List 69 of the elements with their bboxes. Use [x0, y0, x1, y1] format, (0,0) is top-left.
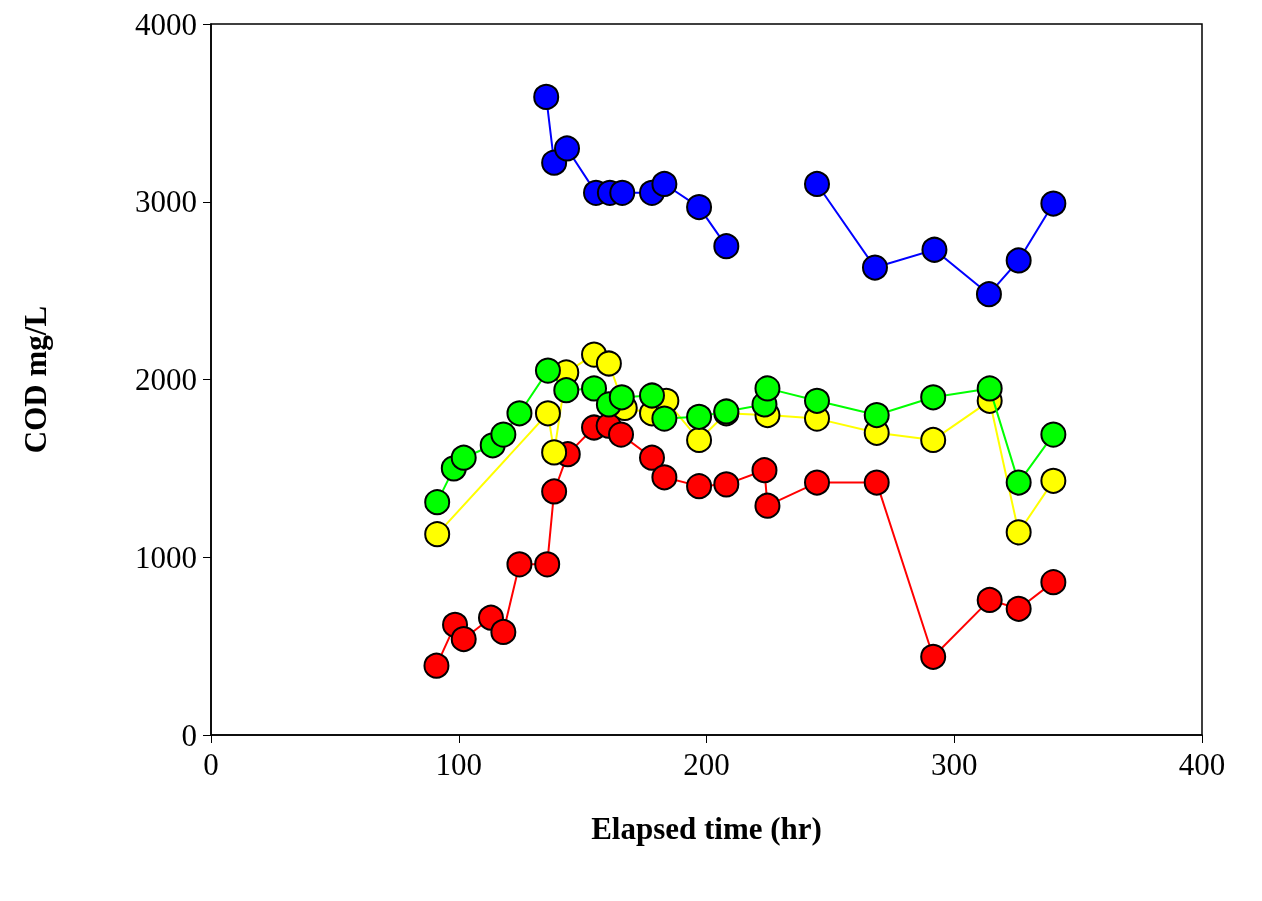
point: [608, 421, 635, 448]
x-axis-title: Elapsed time (hr): [591, 811, 822, 846]
point: [686, 473, 713, 500]
point: [424, 521, 451, 548]
point: [686, 403, 713, 430]
point: [450, 626, 477, 653]
point: [423, 652, 450, 679]
point: [920, 643, 947, 670]
point: [581, 375, 608, 402]
point: [506, 400, 533, 427]
point: [863, 469, 890, 496]
point: [1005, 247, 1032, 274]
point: [976, 586, 1003, 613]
point: [554, 135, 581, 162]
point: [534, 357, 561, 384]
point: [861, 254, 888, 281]
point: [976, 375, 1003, 402]
point: [1040, 421, 1067, 448]
point: [490, 618, 517, 645]
point: [713, 471, 740, 498]
x-tick-label: 100: [435, 747, 482, 782]
point: [713, 233, 740, 260]
point: [506, 551, 533, 578]
y-tick-label: 3000: [135, 184, 197, 220]
point: [686, 194, 713, 221]
point: [609, 179, 636, 206]
point: [1005, 595, 1032, 622]
point: [595, 350, 622, 377]
x-tick-label: 300: [931, 747, 978, 782]
point: [533, 83, 560, 110]
point: [450, 444, 477, 471]
point: [921, 236, 948, 263]
point: [534, 400, 561, 427]
point: [920, 426, 947, 453]
point: [608, 384, 635, 411]
point: [651, 170, 678, 197]
point: [639, 382, 665, 409]
point: [1040, 190, 1067, 217]
point: [534, 551, 561, 578]
point: [1005, 519, 1032, 546]
y-tick-label: 4000: [135, 6, 197, 42]
point: [553, 377, 580, 404]
point: [541, 439, 568, 466]
point: [651, 405, 678, 432]
point: [490, 421, 517, 448]
y-tick-label: 2000: [135, 362, 197, 397]
point: [754, 375, 781, 402]
x-tick-label: 400: [1178, 747, 1226, 782]
point: [424, 489, 451, 516]
point: [651, 464, 678, 491]
point: [686, 426, 713, 453]
x-tick-label: 0: [203, 747, 219, 782]
point: [1005, 469, 1032, 496]
point: [541, 478, 568, 505]
y-tick-label: 1000: [135, 539, 197, 575]
point: [804, 170, 830, 197]
point: [804, 387, 830, 414]
point: [639, 444, 665, 471]
point: [920, 384, 947, 411]
x-tick-label: 200: [683, 747, 730, 782]
point: [804, 469, 830, 496]
point: [754, 492, 781, 519]
point: [1040, 569, 1067, 596]
point: [1040, 467, 1067, 494]
point: [751, 457, 778, 484]
point: [863, 402, 890, 429]
y-axis-title: COD mg/L: [18, 305, 53, 454]
point: [975, 281, 1002, 308]
y-tick-label: 0: [181, 717, 197, 753]
